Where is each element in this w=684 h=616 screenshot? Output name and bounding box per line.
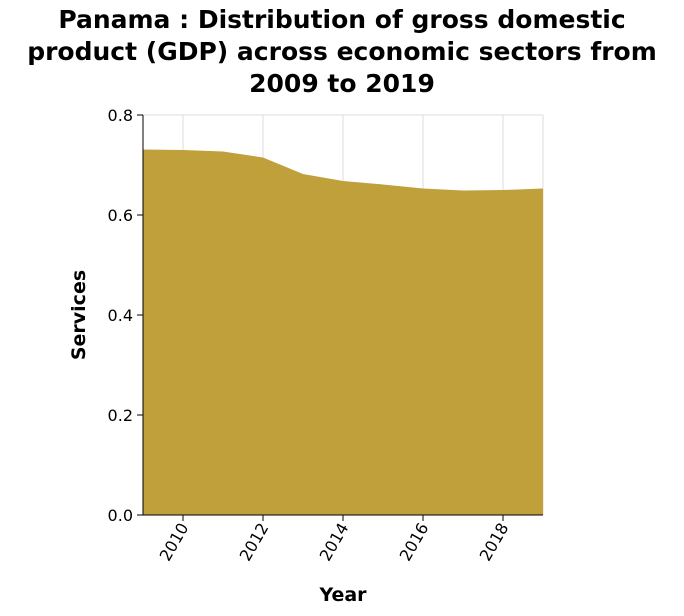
x-tick-label: 2012 — [236, 520, 273, 565]
x-tick-label: 2010 — [156, 520, 193, 565]
chart-title-line-1: Panama : Distribution of gross domestic — [58, 5, 626, 34]
y-tick-label: 0.8 — [108, 106, 133, 125]
x-tick-label: 2016 — [396, 520, 433, 565]
x-tick-label: 2014 — [316, 520, 353, 565]
y-axis-title: Services — [68, 270, 90, 360]
x-axis-title: Year — [318, 584, 367, 606]
x-tick-label: 2018 — [476, 520, 513, 565]
y-tick-label: 0.0 — [108, 506, 133, 525]
y-tick-label: 0.2 — [108, 406, 133, 425]
chart-title-line-3: 2009 to 2019 — [249, 69, 435, 98]
chart-title: Panama : Distribution of gross domestic … — [0, 4, 684, 100]
chart-title-line-2: product (GDP) across economic sectors fr… — [27, 37, 657, 66]
services-area — [143, 149, 543, 515]
y-tick-label: 0.4 — [108, 306, 133, 325]
y-tick-label: 0.6 — [108, 206, 133, 225]
